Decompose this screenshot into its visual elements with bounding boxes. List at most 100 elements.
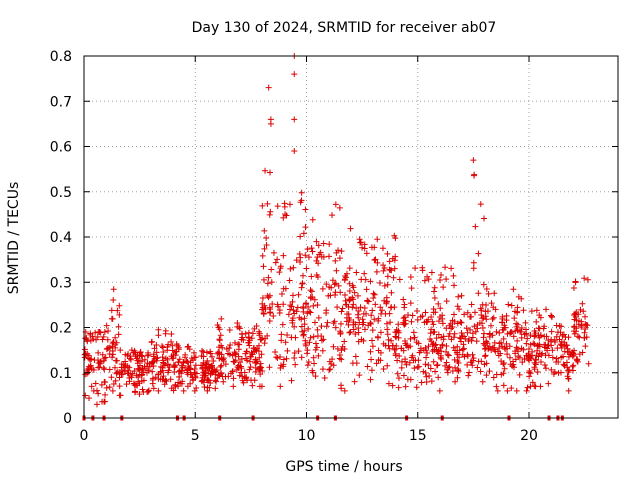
data-point [263,242,270,249]
data-point [155,332,162,339]
data-point [115,331,122,338]
data-point [422,309,429,316]
data-point [110,297,117,304]
y-tick-label: 0.7 [50,94,72,110]
data-point [104,336,111,343]
data-point [395,384,402,391]
data-point [417,345,424,352]
data-point [150,385,157,392]
data-point [259,306,266,313]
data-point [145,388,152,395]
data-point [204,384,211,391]
data-point [84,350,91,357]
data-point [256,354,263,361]
data-point [218,362,225,369]
data-point [203,364,210,371]
data-point [534,347,541,354]
data-point [533,318,540,325]
data-point [472,223,479,230]
data-point [230,383,237,390]
data-point [97,358,104,365]
data-point [274,203,281,210]
data-point [545,352,552,359]
data-point [518,324,525,331]
data-point [267,306,274,313]
data-point [367,376,374,383]
data-point [314,326,321,333]
data-point [483,338,490,345]
data-point [109,354,116,361]
data-point [400,372,407,379]
data-point [449,323,456,330]
data-point [219,356,226,363]
data-point [479,324,486,331]
data-point [178,368,185,375]
data-point [391,265,398,272]
data-point [376,280,383,287]
data-point [95,390,102,397]
data-point [434,361,441,368]
data-point [314,274,321,281]
data-point [337,289,344,296]
data-point [103,384,110,391]
data-point [581,329,588,336]
data-point [470,355,477,362]
data-point [96,329,103,336]
data-point [514,326,521,333]
data-point [413,308,420,315]
data-point [102,379,109,386]
data-point [105,328,112,335]
data-point [451,282,458,289]
data-point [466,369,473,376]
data-point [373,360,380,367]
data-point [210,357,217,364]
data-point [432,342,439,349]
data-point [87,356,94,363]
data-point [353,360,360,367]
data-point [341,291,348,298]
data-point [155,375,162,382]
data-point [212,385,219,392]
data-point [268,266,275,273]
data-point [114,307,121,314]
data-point [236,325,243,332]
data-point [393,342,400,349]
data-point [337,320,344,327]
data-point [189,357,196,364]
data-point [350,301,357,308]
data-point [330,362,337,369]
data-point [533,307,540,314]
data-point [213,367,220,374]
data-point [218,351,225,358]
data-point [131,347,138,354]
data-point [307,309,314,316]
data-point [553,322,560,329]
data-point [461,311,468,318]
data-point [443,276,450,283]
data-point [297,233,304,240]
data-point [439,312,446,319]
data-point [582,313,589,320]
data-point [164,361,171,368]
data-point [230,375,237,382]
data-point [311,296,318,303]
data-point [341,387,348,394]
data-point [277,364,284,371]
data-point [219,344,226,351]
data-point [481,353,488,360]
data-point [117,347,124,354]
data-point [476,320,483,327]
data-point [288,334,295,341]
data-point [251,377,258,384]
data-point [422,369,429,376]
data-point [464,309,471,316]
data-point [95,349,102,356]
data-point [479,378,486,385]
data-point-spike [267,120,274,127]
data-point [101,329,108,336]
data-point [338,382,345,389]
data-point [504,330,511,337]
data-point [300,230,307,237]
data-point [482,352,489,359]
data-point [260,276,267,283]
